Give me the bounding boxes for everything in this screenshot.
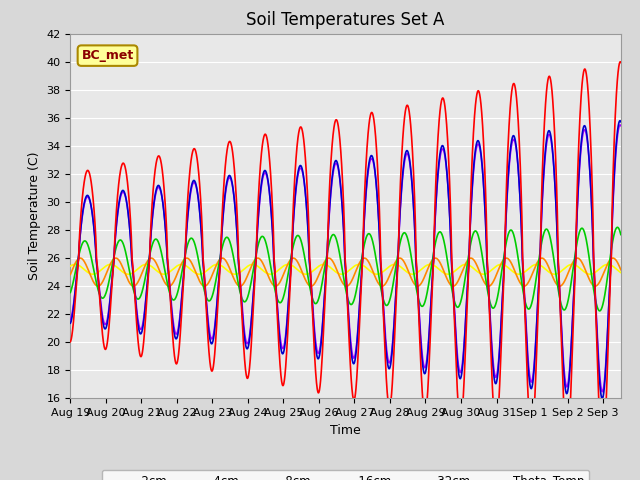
-16cm (130, 283, 138, 289)
-4cm (547, 132, 554, 138)
Text: BC_met: BC_met (81, 49, 134, 62)
-16cm (396, 255, 404, 261)
-32cm (617, 270, 625, 276)
Line: -32cm: -32cm (70, 264, 621, 274)
-16cm (67, 272, 74, 277)
Title: Soil Temperatures Set A: Soil Temperatures Set A (246, 11, 445, 29)
Theta_Temp (617, 123, 625, 129)
Theta_Temp (129, 269, 137, 275)
Theta_Temp (606, 274, 614, 279)
-8cm (596, 308, 604, 314)
Legend: -2cm, -4cm, -8cm, -16cm, -32cm, Theta_Temp: -2cm, -4cm, -8cm, -16cm, -32cm, Theta_Te… (102, 470, 589, 480)
-16cm (607, 257, 614, 263)
-16cm (547, 270, 555, 276)
-2cm (278, 377, 285, 383)
-2cm (67, 339, 74, 345)
Line: -8cm: -8cm (70, 228, 621, 311)
Theta_Temp (278, 343, 285, 348)
-4cm (616, 118, 624, 123)
X-axis label: Time: Time (330, 424, 361, 437)
-2cm (606, 281, 614, 287)
Line: -4cm: -4cm (70, 120, 621, 398)
-4cm (162, 232, 170, 238)
Theta_Temp (162, 230, 170, 236)
-32cm (301, 271, 309, 277)
Theta_Temp (616, 122, 624, 128)
-4cm (617, 119, 625, 125)
-2cm (617, 60, 625, 65)
-2cm (616, 59, 624, 65)
-16cm (162, 281, 170, 287)
-4cm (598, 396, 606, 401)
-8cm (617, 232, 625, 238)
-8cm (162, 273, 170, 278)
-32cm (129, 270, 137, 276)
-32cm (67, 263, 74, 269)
Line: Theta_Temp: Theta_Temp (70, 125, 621, 392)
-16cm (301, 277, 309, 283)
-4cm (606, 274, 614, 279)
-16cm (129, 283, 137, 289)
Theta_Temp (301, 190, 309, 195)
-2cm (598, 448, 606, 454)
-32cm (71, 262, 79, 267)
-4cm (67, 320, 74, 326)
Y-axis label: Soil Temperature (C): Soil Temperature (C) (28, 152, 41, 280)
-8cm (614, 225, 621, 230)
-32cm (278, 264, 285, 270)
Line: -16cm: -16cm (70, 258, 621, 286)
-8cm (278, 299, 285, 305)
-16cm (278, 276, 285, 282)
-2cm (547, 77, 554, 83)
-8cm (606, 254, 614, 260)
-2cm (162, 212, 170, 217)
-8cm (67, 289, 74, 295)
Line: -2cm: -2cm (70, 62, 621, 451)
-8cm (129, 286, 137, 291)
-4cm (129, 272, 137, 278)
-4cm (278, 348, 285, 354)
Theta_Temp (598, 389, 606, 395)
-32cm (409, 271, 417, 277)
-8cm (547, 237, 554, 243)
-2cm (301, 155, 309, 160)
Theta_Temp (67, 316, 74, 322)
-32cm (162, 271, 170, 277)
Theta_Temp (547, 135, 554, 141)
-16cm (617, 267, 625, 273)
-32cm (607, 262, 614, 268)
-4cm (301, 189, 309, 195)
-32cm (547, 270, 555, 276)
-8cm (301, 258, 309, 264)
-2cm (129, 268, 137, 274)
